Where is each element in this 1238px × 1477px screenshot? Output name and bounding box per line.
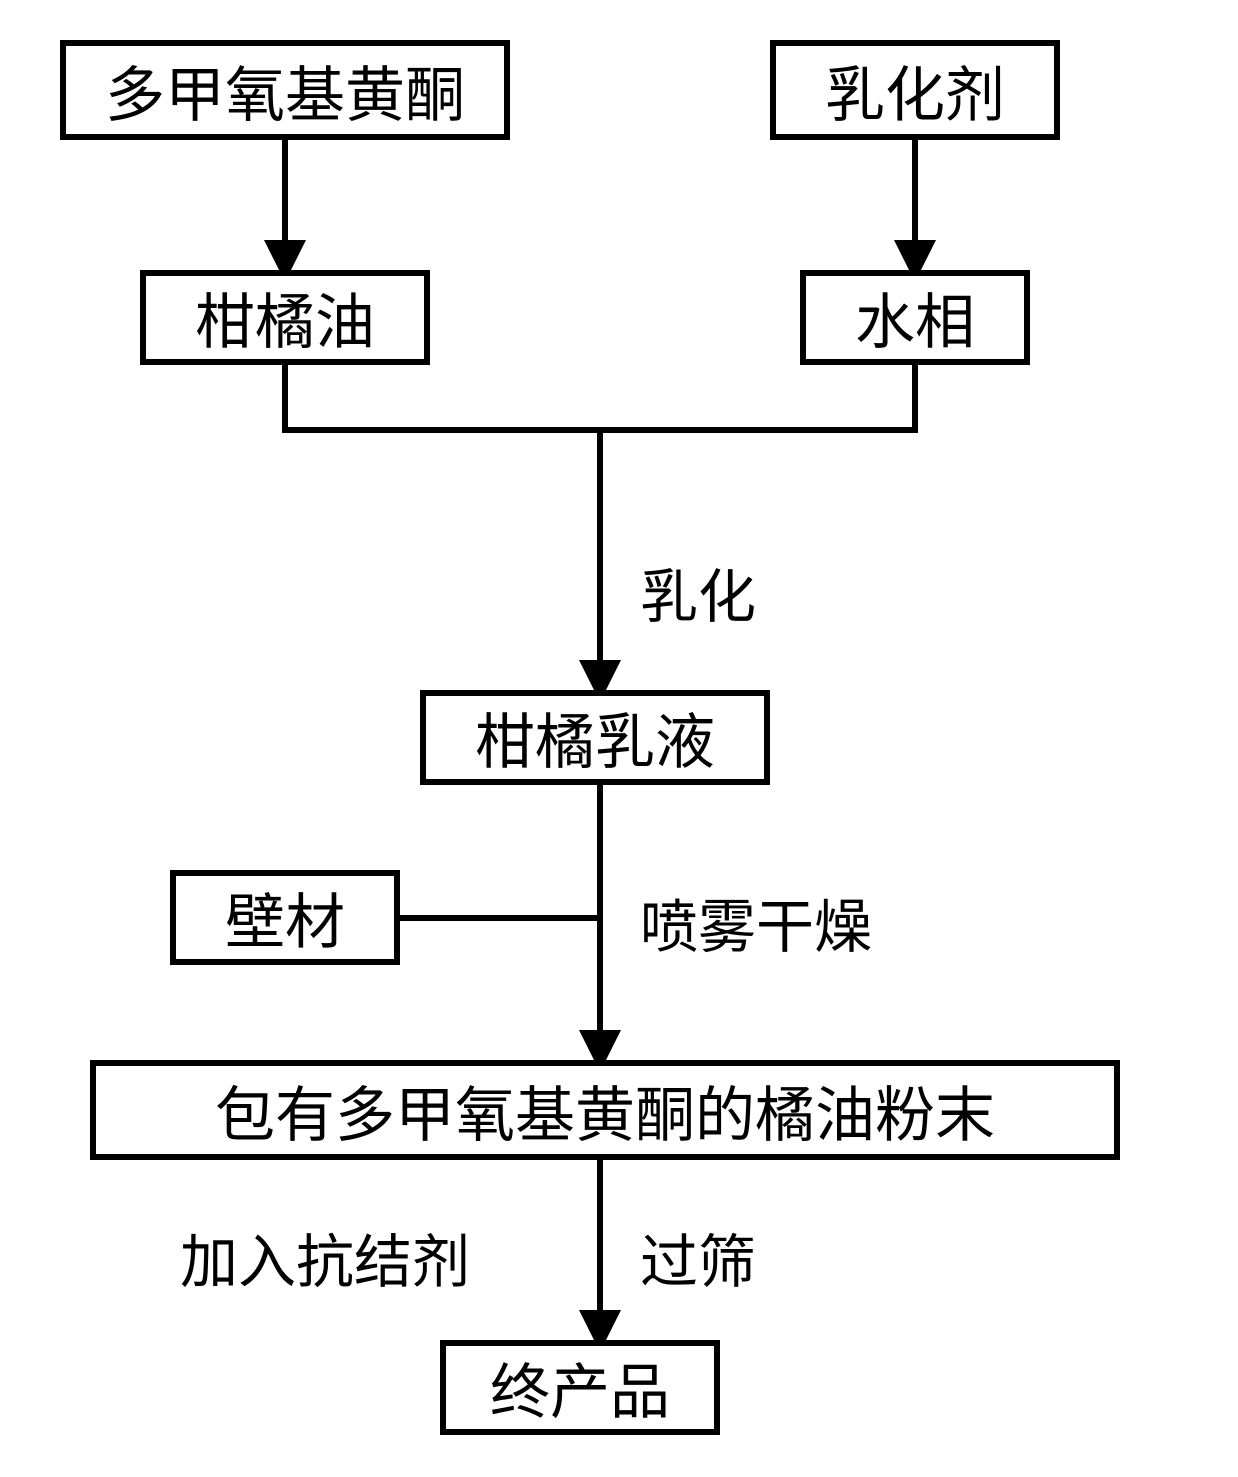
node-citrus-oil: 柑橘油 (140, 270, 430, 365)
node-label: 包有多甲氧基黄酮的橘油粉末 (215, 1067, 995, 1154)
node-label: 柑橘油 (195, 274, 375, 361)
node-emulsion: 柑橘乳液 (420, 690, 770, 785)
edge-water-phase-join (600, 365, 915, 430)
flowchart-canvas: 多甲氧基黄酮 乳化剂柑橘油 水相柑橘乳液壁材包有多甲氧基黄酮的橘油粉末终产品 乳化喷雾… (0, 0, 1238, 1477)
node-label: 壁材 (225, 874, 345, 961)
node-label: 乳化剂 (825, 47, 1005, 134)
node-label: 柑橘乳液 (475, 694, 715, 781)
node-wall: 壁材 (170, 870, 400, 965)
edge-citrus-oil-join (285, 365, 600, 430)
node-pmf: 多甲氧基黄酮 (60, 40, 510, 140)
node-label: 终产品 (490, 1344, 670, 1431)
node-label: 水相 (855, 274, 975, 361)
edge-label: 过筛 (640, 1215, 756, 1299)
node-emulsifier: 乳化剂 (770, 40, 1060, 140)
node-powder: 包有多甲氧基黄酮的橘油粉末 (90, 1060, 1120, 1160)
node-label: 多甲氧基黄酮 (105, 47, 465, 134)
edge-label: 乳化 (640, 550, 756, 634)
node-final: 终产品 (440, 1340, 720, 1435)
node-water-phase: 水相 (800, 270, 1030, 365)
edge-label: 加入抗结剂 (180, 1215, 470, 1299)
edge-label: 喷雾干燥 (640, 880, 872, 964)
